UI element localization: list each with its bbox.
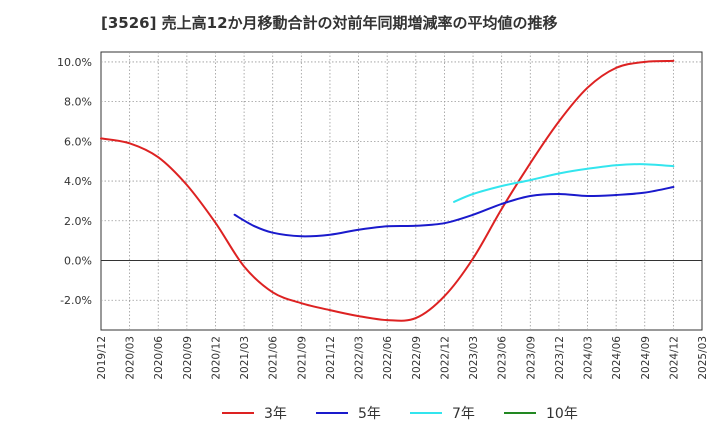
x-tick-label: 2023/12 — [554, 336, 566, 380]
legend-label-1: 5年 — [358, 406, 381, 422]
x-tick-label: 2025/03 — [697, 336, 709, 380]
x-tick-label: 2022/03 — [354, 336, 366, 380]
x-tick-label: 2022/06 — [382, 336, 394, 380]
x-tick-label: 2022/12 — [439, 336, 451, 380]
y-tick-label: 10.0% — [57, 56, 92, 69]
legend-label-0: 3年 — [264, 406, 287, 422]
y-tick-label: 6.0% — [64, 135, 92, 148]
series-line-0 — [100, 59, 675, 322]
y-tick-label: -2.0% — [60, 294, 92, 307]
y-tick-label: 0.0% — [64, 255, 92, 268]
x-tick-label: 2020/06 — [153, 336, 165, 380]
x-tick-label: 2020/03 — [125, 336, 137, 380]
legend-label-3: 10年 — [546, 406, 578, 422]
x-tick-label: 2024/12 — [668, 336, 680, 380]
series-line-1 — [233, 186, 675, 238]
x-tick-label: 2021/09 — [296, 336, 308, 380]
y-tick-label: 8.0% — [64, 96, 92, 109]
chart-title: [3526] 売上高12か月移動合計の対前年同期増減率の平均値の推移 — [101, 14, 558, 32]
x-tick-label: 2021/06 — [268, 336, 280, 380]
x-tick-label: 2023/03 — [468, 336, 480, 380]
x-tick-label: 2023/06 — [497, 336, 509, 380]
plot-frame — [100, 51, 703, 331]
x-tick-label: 2021/12 — [325, 336, 337, 380]
y-tick-label: 2.0% — [64, 215, 92, 228]
x-tick-label: 2021/03 — [239, 336, 251, 380]
legend-layer: 3年 5年 7年 10年 — [222, 406, 578, 422]
series-line-2 — [453, 163, 675, 203]
x-tick-label: 2023/09 — [525, 336, 537, 380]
axis-layer: 2019/12 2020/03 2020/06 2020/09 2020/12 2021/… — [57, 56, 709, 380]
x-tick-label: 2024/06 — [611, 336, 623, 380]
x-tick-label: 2024/09 — [640, 336, 652, 380]
x-tick-label: 2020/09 — [182, 336, 194, 380]
x-tick-label: 2020/12 — [210, 336, 222, 380]
x-tick-label: 2019/12 — [96, 336, 108, 380]
x-tick-label: 2022/09 — [411, 336, 423, 380]
grid-layer — [100, 51, 703, 331]
series-layer — [100, 59, 675, 322]
x-tick-label: 2024/03 — [583, 336, 595, 380]
y-tick-label: 4.0% — [64, 175, 92, 188]
legend-label-2: 7年 — [452, 406, 475, 422]
